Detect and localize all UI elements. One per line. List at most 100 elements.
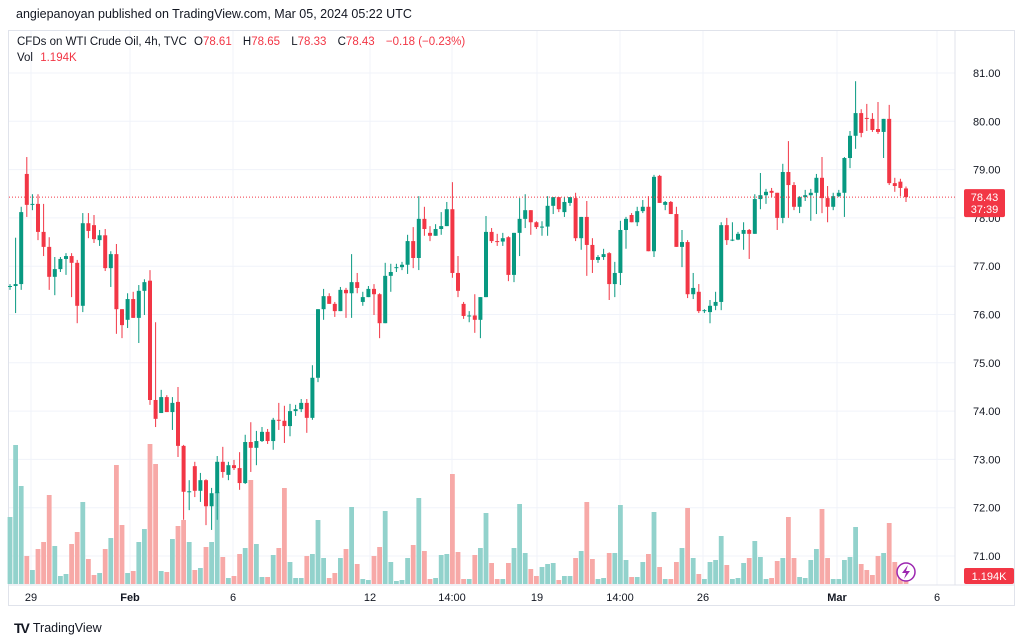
- candle[interactable]: [237, 452, 242, 490]
- candle[interactable]: [41, 203, 46, 257]
- candle[interactable]: [411, 227, 416, 269]
- candle[interactable]: [892, 177, 897, 192]
- candle[interactable]: [584, 200, 589, 276]
- candle[interactable]: [596, 255, 600, 263]
- candle[interactable]: [383, 262, 388, 324]
- candle[interactable]: [629, 213, 634, 223]
- candle[interactable]: [472, 294, 477, 333]
- candle[interactable]: [388, 263, 393, 292]
- candle[interactable]: [47, 237, 52, 290]
- candle[interactable]: [775, 192, 780, 230]
- candle[interactable]: [69, 253, 74, 298]
- candle[interactable]: [288, 403, 292, 437]
- candle[interactable]: [489, 228, 494, 244]
- candle[interactable]: [685, 240, 690, 299]
- candle[interactable]: [444, 201, 449, 227]
- candle[interactable]: [321, 288, 326, 320]
- candle[interactable]: [282, 405, 287, 443]
- candle[interactable]: [265, 428, 270, 444]
- candle[interactable]: [607, 252, 612, 301]
- candle[interactable]: [646, 196, 651, 252]
- candle[interactable]: [573, 192, 578, 242]
- candle[interactable]: [904, 186, 908, 202]
- candle[interactable]: [870, 113, 875, 132]
- candle[interactable]: [551, 197, 556, 215]
- candle[interactable]: [64, 253, 68, 275]
- candle[interactable]: [310, 365, 315, 420]
- candle[interactable]: [114, 243, 119, 334]
- candle[interactable]: [786, 141, 791, 218]
- candle[interactable]: [332, 301, 337, 317]
- candle[interactable]: [276, 402, 281, 430]
- candle[interactable]: [836, 189, 841, 198]
- candle[interactable]: [601, 248, 606, 260]
- candle[interactable]: [80, 213, 85, 313]
- tradingview-logo-icon[interactable]: TV: [14, 620, 30, 636]
- candle[interactable]: [517, 198, 522, 257]
- candle[interactable]: [652, 174, 656, 258]
- candle[interactable]: [764, 188, 768, 204]
- candle[interactable]: [859, 109, 864, 138]
- symbol-title[interactable]: CFDs on WTI Crude Oil, 4h, TVC: [17, 36, 187, 48]
- candle[interactable]: [612, 261, 617, 298]
- candle[interactable]: [349, 254, 354, 318]
- candle[interactable]: [232, 459, 236, 471]
- candle[interactable]: [360, 291, 365, 306]
- candle[interactable]: [702, 309, 707, 314]
- candle[interactable]: [355, 272, 360, 294]
- candle[interactable]: [640, 200, 645, 214]
- candle[interactable]: [657, 174, 662, 203]
- candle[interactable]: [215, 456, 220, 520]
- candle[interactable]: [416, 196, 421, 271]
- candle[interactable]: [668, 200, 673, 215]
- candle[interactable]: [814, 173, 819, 215]
- candle[interactable]: [428, 226, 432, 242]
- candle[interactable]: [887, 104, 892, 186]
- candle[interactable]: [523, 194, 528, 229]
- candle[interactable]: [293, 404, 298, 416]
- candle[interactable]: [108, 251, 113, 287]
- candle[interactable]: [853, 81, 858, 149]
- brand-name[interactable]: TradingView: [32, 621, 102, 635]
- candle[interactable]: [898, 178, 903, 197]
- candle[interactable]: [220, 446, 225, 478]
- candle[interactable]: [433, 224, 438, 236]
- candle[interactable]: [254, 430, 259, 466]
- candle[interactable]: [747, 229, 752, 259]
- candle[interactable]: [344, 287, 348, 318]
- candle[interactable]: [842, 157, 847, 217]
- candle[interactable]: [176, 386, 180, 457]
- candle[interactable]: [164, 395, 169, 413]
- candle[interactable]: [708, 300, 712, 324]
- candle[interactable]: [394, 263, 399, 272]
- candle[interactable]: [484, 215, 488, 298]
- candle[interactable]: [316, 309, 320, 383]
- candle[interactable]: [187, 480, 192, 511]
- candle[interactable]: [864, 103, 869, 131]
- candle[interactable]: [131, 291, 136, 318]
- candle[interactable]: [730, 222, 735, 242]
- candle[interactable]: [153, 322, 158, 428]
- candle[interactable]: [170, 397, 175, 430]
- candle[interactable]: [92, 215, 96, 244]
- candle[interactable]: [377, 293, 382, 339]
- candle[interactable]: [13, 237, 18, 314]
- candle[interactable]: [618, 220, 623, 286]
- candle[interactable]: [545, 196, 550, 236]
- candle[interactable]: [724, 217, 729, 245]
- candle[interactable]: [713, 291, 718, 311]
- candle[interactable]: [243, 434, 248, 485]
- candle[interactable]: [159, 389, 164, 414]
- candle[interactable]: [450, 182, 455, 278]
- candle[interactable]: [825, 186, 830, 223]
- candle[interactable]: [579, 216, 584, 250]
- candle[interactable]: [540, 221, 544, 236]
- candle[interactable]: [674, 206, 679, 247]
- candle[interactable]: [181, 444, 186, 520]
- candle[interactable]: [736, 231, 740, 241]
- candle[interactable]: [19, 206, 24, 290]
- candle[interactable]: [271, 417, 276, 450]
- candle[interactable]: [372, 284, 376, 315]
- candle[interactable]: [780, 163, 785, 224]
